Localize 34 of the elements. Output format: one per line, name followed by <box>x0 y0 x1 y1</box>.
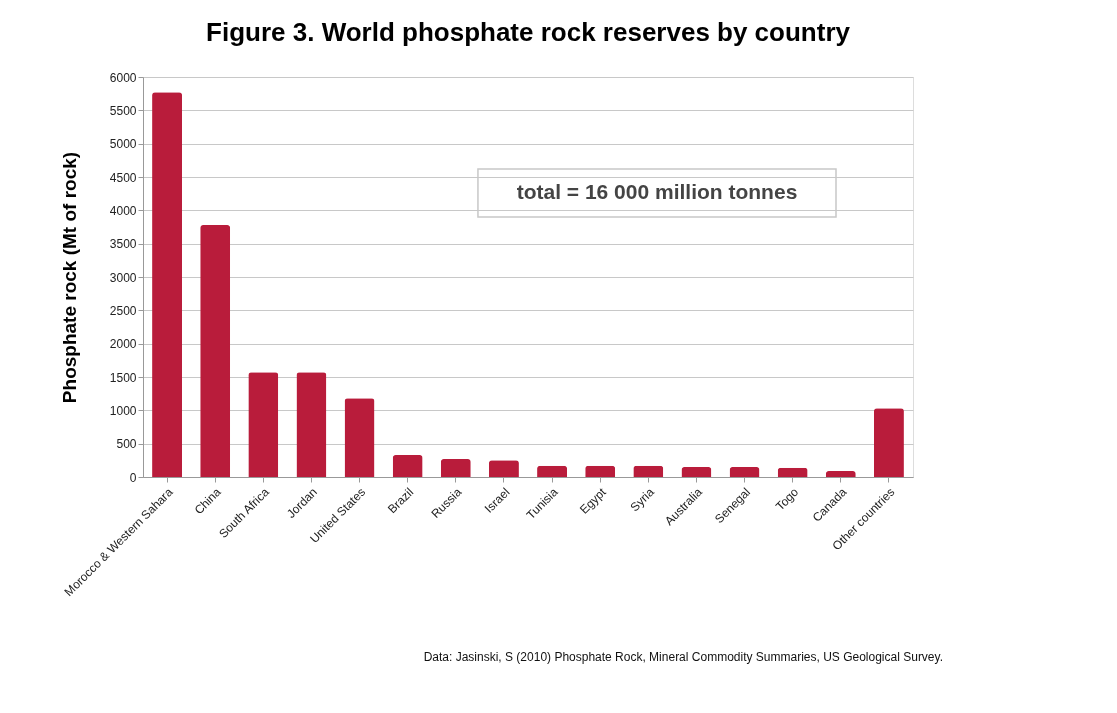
bar <box>440 459 471 477</box>
bar <box>248 372 279 477</box>
bar <box>152 92 183 477</box>
y-tick-label: 2500 <box>109 303 137 318</box>
bar <box>537 465 568 477</box>
x-tick-label: Togo <box>772 484 802 514</box>
bar <box>344 398 375 477</box>
chart-title: Figure 3. World phosphate rock reserves by country <box>206 17 851 47</box>
y-tick-label: 6000 <box>109 70 137 85</box>
bar <box>825 471 856 477</box>
y-tick-label: 5500 <box>109 103 137 118</box>
bar <box>296 372 327 477</box>
y-axis-title: Phosphate rock (Mt of rock) <box>58 151 80 404</box>
bar <box>873 408 904 477</box>
y-tick-label: 2000 <box>109 337 137 352</box>
bar <box>200 225 231 477</box>
y-tick-label: 1000 <box>109 403 137 418</box>
bar <box>633 465 664 477</box>
annotation: total = 16 000 million tonnes <box>516 180 798 203</box>
text: Data: Jasinski, S (2010) Phosphate Rock, Mineral Commodity Summaries, US Geological Survey. <box>423 650 943 664</box>
y-tick-label: 3000 <box>109 270 137 285</box>
bar <box>729 467 760 477</box>
y-tick-label: 4500 <box>109 170 137 185</box>
bar <box>392 455 423 477</box>
y-tick-label: 5000 <box>109 137 137 152</box>
y-tick-label: 0 <box>129 470 137 485</box>
bar <box>488 460 519 477</box>
y-tick-label: 500 <box>116 437 137 452</box>
y-tick-label: 4000 <box>109 203 137 218</box>
bar <box>681 467 712 477</box>
y-tick-label: 3500 <box>109 237 137 252</box>
y-tick-label: 1500 <box>109 370 137 385</box>
bar <box>777 467 808 477</box>
bar <box>585 465 616 477</box>
